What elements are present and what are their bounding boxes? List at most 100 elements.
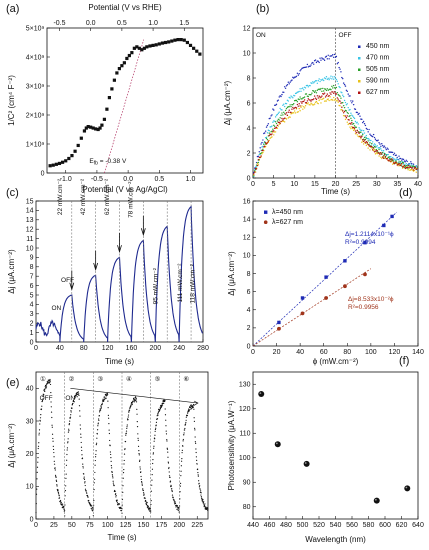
off-arrow [140,216,146,237]
data-point [139,466,141,468]
series-point [303,107,306,109]
data-point [154,430,156,432]
data-point [38,432,40,434]
series-point [324,77,327,80]
series-point [266,124,269,127]
series-point [352,100,354,102]
series-point [289,116,291,118]
data-point [157,414,159,416]
series-point [275,126,278,129]
series-point [350,127,352,130]
series-point [381,144,384,147]
series-point [391,151,394,154]
data-point [59,499,62,502]
data-point [58,495,60,497]
data-point [115,71,119,75]
data-point [36,478,38,480]
series-point [364,142,367,144]
data-point [185,416,187,418]
data-point [138,450,140,452]
series-point [404,166,407,168]
data-point [159,409,161,411]
series-point [338,66,340,69]
data-point [174,502,177,505]
series-point [406,160,408,163]
data-point [195,442,197,444]
series-point [381,151,384,154]
data-point [151,474,153,476]
series-point [321,57,323,59]
data-point [149,510,152,512]
data-point [98,415,100,417]
data-point [114,490,116,493]
data-point [84,484,86,487]
data-point [38,442,40,444]
data-point [145,504,148,506]
series-point [260,155,262,157]
data-point [39,423,41,425]
data-point [157,413,159,415]
data-point [57,492,60,494]
fit-r-squared: R²=0.9994 [345,239,376,246]
data-point [66,453,68,456]
data-point [155,427,157,429]
x-tick-label: 560 [346,522,358,529]
series-point [321,95,323,97]
data-point [89,502,91,504]
series-point [270,115,272,117]
series-point [370,139,372,142]
data-point [194,436,196,438]
data-point [152,459,154,461]
data-point [143,493,145,495]
series-point [287,81,290,83]
series-point [372,135,374,138]
data-point [207,509,209,511]
data-point [152,453,154,455]
data-point [104,396,106,398]
legend-marker [358,80,361,83]
y-axis-label: 1/C² (cm⁴ F⁻²) [7,75,16,126]
series-point [350,100,352,102]
data-point [185,421,187,424]
series-point [283,121,286,123]
series-point [387,159,389,161]
series-point [320,102,322,104]
x-tick-label: 20 [273,349,281,356]
data-point [87,496,89,498]
series-point [268,134,270,137]
data-point [184,427,186,430]
data-point [183,434,185,436]
data-point [193,408,195,410]
series-point [343,106,346,109]
data-point [192,406,194,408]
series-point [386,158,388,160]
data-point [54,467,56,469]
series-point [310,93,312,96]
series-point [303,106,305,108]
legend-label: 505 nm [366,66,390,73]
data-point [54,162,58,166]
series-point [287,100,290,102]
data-point [108,432,110,435]
series-point [371,147,373,149]
series-point [352,122,355,125]
data-point [84,482,86,484]
series-point [351,121,353,124]
data-point [179,491,181,493]
data-point [184,429,186,431]
series-point [299,105,301,107]
data-point [175,506,177,508]
data-point [96,127,100,132]
data-point [300,311,305,316]
series-point [273,125,276,127]
trend-arrow [70,388,199,404]
series-point [303,96,306,98]
series-point [318,95,320,97]
data-point [201,500,204,502]
data-point [41,400,43,403]
series-point [276,127,279,129]
data-point [363,272,367,277]
series-point [378,142,380,144]
series-point [356,129,358,132]
series-point [350,112,352,114]
